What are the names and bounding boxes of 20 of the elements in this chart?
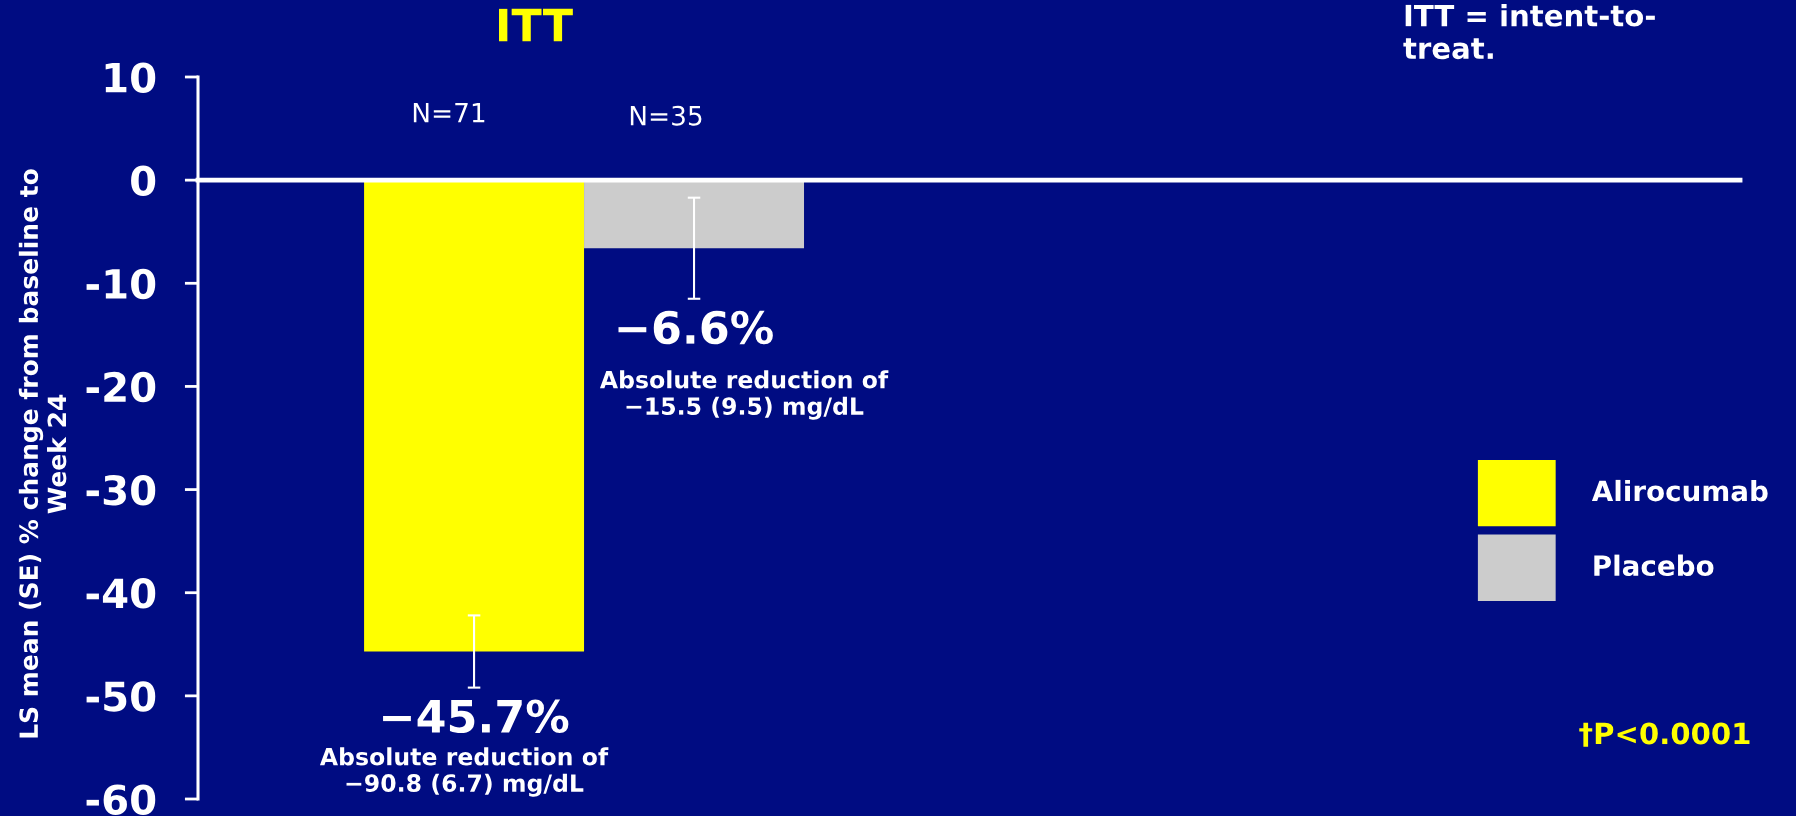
y-tick-label: -10 bbox=[86, 268, 156, 300]
y-tick-label: -40 bbox=[86, 578, 156, 609]
data-label: −45.7% bbox=[383, 699, 569, 734]
y-tick-label: 10 bbox=[105, 62, 156, 93]
annotation: Absolute reduction of −90.8 (6.7) mg/dL bbox=[319, 747, 609, 797]
annotation: Absolute reduction of −15.5 (9.5) mg/dL bbox=[599, 370, 889, 420]
data-label: −6.6% bbox=[618, 310, 773, 345]
annotation: N=35 bbox=[630, 105, 702, 126]
y-tick-label: -30 bbox=[86, 474, 156, 506]
text: ITT = intent-to- treat. bbox=[1403, 4, 1655, 60]
legend-label: Alirocumab bbox=[1591, 479, 1768, 502]
y-tick-label: -50 bbox=[86, 681, 156, 712]
annotation: N=71 bbox=[413, 103, 485, 123]
annotation: †P<0.0001 bbox=[1579, 722, 1750, 747]
y-tick-label: -60 bbox=[86, 784, 156, 815]
y-tick-label: 0 bbox=[131, 165, 156, 197]
y-axis-title: LS mean (SE) % change from baseline to Week 24 bbox=[18, 169, 67, 738]
chart-title: ITT bbox=[499, 8, 573, 42]
y-tick-label: -20 bbox=[86, 371, 156, 403]
legend-label: Placebo bbox=[1594, 554, 1714, 577]
